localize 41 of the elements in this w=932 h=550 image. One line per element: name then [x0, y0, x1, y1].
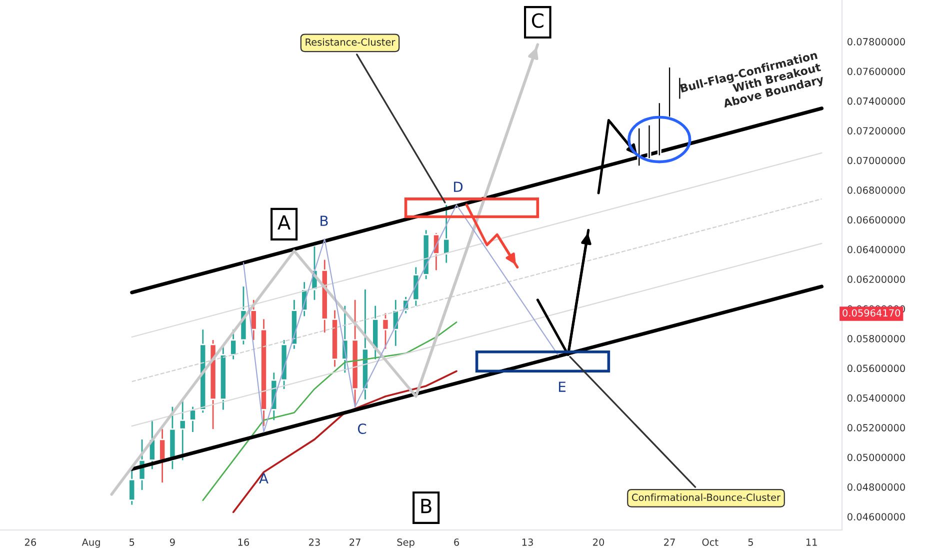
x-tick-label: 5	[130, 538, 134, 546]
x-tick-label: 6	[454, 538, 459, 546]
x-tick-label: 11	[806, 538, 817, 546]
x-tick-label: 5	[748, 538, 753, 546]
y-tick-label: 0.07200000	[848, 127, 905, 134]
annotation: A	[278, 215, 291, 230]
y-tick-label: 0.06800000	[848, 186, 905, 194]
y-tick-label: 0.07000000	[848, 156, 905, 164]
x-tick-label: Oct	[702, 538, 718, 546]
y-tick-label: 0.05000000	[848, 454, 905, 462]
x-tick-label: 16	[238, 538, 250, 546]
y-tick-label: 0.06400000	[848, 246, 905, 254]
annotation: C	[532, 13, 544, 28]
y-tick-label: 0.05600000	[848, 364, 905, 372]
x-tick-label: 13	[522, 538, 533, 546]
y-tick-label: 0.07800000	[848, 38, 905, 46]
annotation: D	[454, 182, 463, 192]
annotation: B	[320, 216, 328, 226]
x-tick-label: 23	[309, 538, 320, 546]
y-tick-label: 0.07600000	[848, 68, 905, 76]
annotation: A	[259, 473, 268, 484]
y-tick-label: 0.06200000	[848, 276, 905, 283]
annotation: Confirmational-Bounce-Cluster	[632, 493, 780, 502]
y-tick-label: 0.05200000	[848, 424, 905, 432]
y-tick-label: 0.06600000	[848, 216, 905, 224]
x-tick-label: 20	[593, 538, 604, 546]
x-tick-label: Aug	[82, 538, 100, 548]
y-tick-label: 0.04800000	[848, 483, 905, 491]
annotation: Resistance-Cluster	[306, 38, 396, 46]
y-tick-label: 0.04600000	[848, 513, 905, 520]
annotation: B	[421, 498, 432, 514]
x-tick-label: 26	[24, 538, 36, 546]
x-tick-label: 27	[350, 538, 360, 546]
annotation: E	[558, 382, 566, 392]
x-tick-label: 27	[664, 538, 675, 546]
annotation: C	[358, 424, 366, 434]
y-tick-label: 0.05400000	[848, 394, 905, 402]
x-tick-label: 9	[170, 538, 175, 546]
y-tick-label: 0.05800000	[848, 334, 905, 342]
y-tick-label: 0.07400000	[848, 97, 905, 105]
x-tick-label: Sep	[397, 538, 414, 548]
